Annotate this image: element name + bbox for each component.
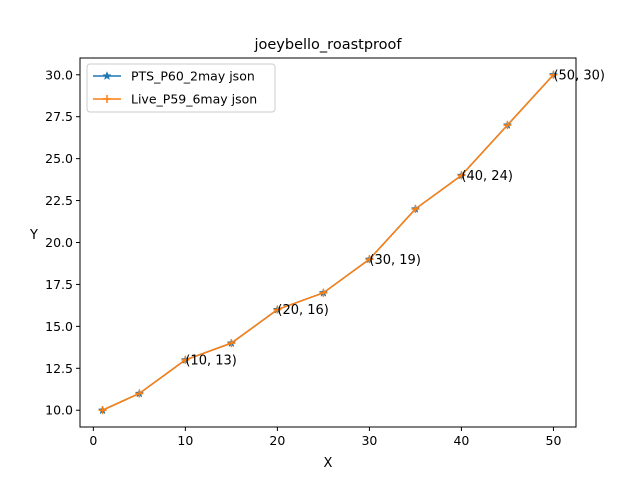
legend-box: [86, 63, 276, 113]
x-axis: 0 10 20 30 40 50: [89, 427, 561, 448]
legend-marker: [102, 71, 112, 80]
y-tick-label: 25.0: [45, 151, 73, 166]
x-axis-label: X: [324, 456, 333, 471]
data-point: [227, 339, 236, 348]
y-tick-label: 12.5: [45, 361, 73, 376]
legend-entry: Live_P59_6may json: [93, 92, 257, 107]
x-tick-label: 30: [361, 433, 377, 448]
x-tick-label: 20: [269, 433, 285, 448]
data-label: (40, 24): [461, 169, 512, 184]
x-tick-label: 50: [546, 433, 562, 448]
legend: PTS_P60_2may json Live_P59_6may json: [86, 63, 276, 113]
y-tick-label: 27.5: [45, 109, 73, 124]
data-point: [181, 355, 190, 364]
annotations: (10, 13) (20, 16) (30, 19) (40, 24) (50, 30): [185, 68, 605, 368]
y-tick-label: 10.0: [45, 403, 73, 418]
x-tick-label: 10: [177, 433, 193, 448]
y-axis: 10.0 12.5 15.0 17.5 20.0 22.5 25.0 27.5 30.0: [45, 67, 80, 418]
data-point: [98, 406, 107, 415]
y-tick-label: 30.0: [45, 67, 73, 82]
chart-title: joeybello_roastproof: [253, 37, 402, 53]
data-label: (50, 30): [553, 68, 605, 83]
y-tick-label: 15.0: [45, 319, 73, 334]
data-point: [365, 255, 374, 264]
legend-label: PTS_P60_2may json: [131, 69, 255, 84]
data-point: [549, 70, 558, 79]
data-point: [457, 171, 466, 180]
x-tick-label: 0: [89, 433, 97, 448]
data-point: [411, 204, 420, 213]
y-tick-label: 17.5: [45, 277, 73, 292]
series-2: [98, 70, 558, 415]
data-point: [503, 121, 512, 130]
legend-label: Live_P59_6may json: [131, 92, 257, 107]
y-tick-label: 22.5: [45, 193, 73, 208]
y-tick-label: 20.0: [45, 235, 73, 250]
x-tick-label: 40: [453, 433, 469, 448]
data-label: (30, 19): [369, 253, 421, 268]
data-point: [135, 389, 144, 398]
data-label: (10, 13): [185, 353, 237, 368]
data-point: [273, 305, 282, 314]
legend-entry: PTS_P60_2may json: [93, 69, 255, 84]
data-label: (20, 16): [277, 303, 329, 318]
legend-marker: [103, 95, 111, 103]
data-point: [319, 288, 328, 297]
y-axis-label: Y: [29, 228, 38, 243]
plot-area: (10, 13) (20, 16) (30, 19) (40, 24) (50, 30): [97, 68, 605, 415]
